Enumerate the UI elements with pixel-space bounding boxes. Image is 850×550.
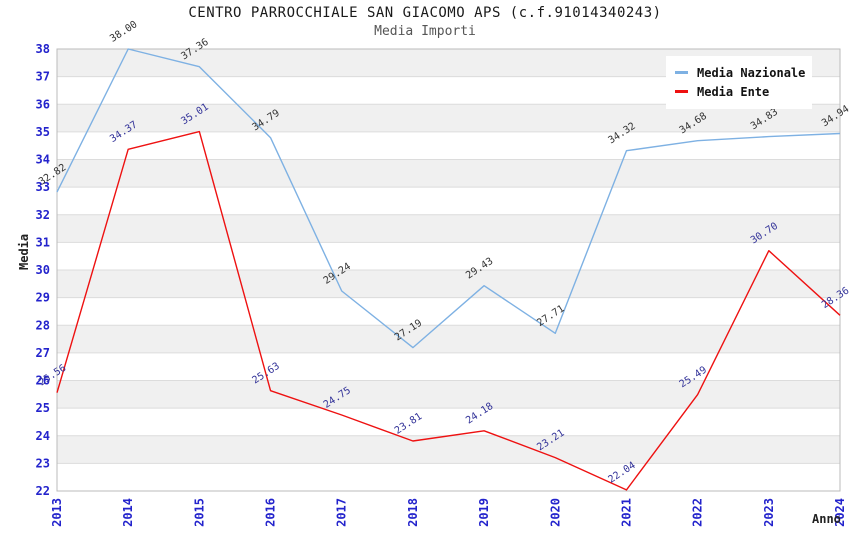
y-tick-label: 31 — [36, 235, 50, 249]
y-axis-title: Media — [17, 233, 31, 270]
media-nazionale-line-swatch — [675, 71, 688, 74]
chart-title: CENTRO PARROCCHIALE SAN GIACOMO APS (c.f… — [188, 5, 662, 21]
y-tick-label: 22 — [36, 484, 50, 498]
y-tick-label: 33 — [36, 180, 50, 194]
series-line-media-ente — [56, 130, 841, 491]
data-label: 38.00 — [108, 19, 139, 45]
x-axis-title: Anno — [812, 512, 841, 526]
y-tick-label: 23 — [36, 456, 50, 470]
legend-item-media-nazionale: Media Nazionale — [675, 63, 812, 82]
plot-border — [56, 48, 841, 492]
x-tick-label: 2014 — [121, 498, 135, 527]
data-label: 23.81 — [393, 411, 424, 437]
y-tick-label: 37 — [36, 70, 50, 84]
x-tick-label: 2015 — [192, 498, 206, 527]
plot-band — [57, 380, 840, 409]
x-tick-label: 2013 — [50, 498, 64, 527]
legend-label-media-ente: Media Ente — [697, 84, 770, 99]
plot-band — [57, 325, 840, 353]
media-ente-line-swatch — [675, 90, 688, 93]
legend: Media Nazionale Media Ente — [666, 56, 812, 109]
x-tick-label: 2018 — [406, 498, 420, 527]
y-tick-label: 34 — [36, 153, 50, 167]
plot-band — [57, 159, 840, 188]
chart-subtitle: Media Importi — [374, 24, 476, 39]
y-tick-label: 27 — [36, 346, 50, 360]
y-tick-label: 24 — [36, 429, 50, 443]
legend-label-media-nazionale: Media Nazionale — [697, 65, 806, 80]
x-tick-label: 2023 — [762, 498, 776, 527]
y-tick-label: 32 — [36, 208, 50, 222]
legend-item-media-ente: Media Ente — [675, 82, 812, 101]
y-tick-label: 36 — [36, 97, 50, 111]
y-tick-label: 38 — [36, 42, 50, 56]
y-tick-label: 35 — [36, 125, 50, 139]
y-tick-label: 30 — [36, 263, 50, 277]
x-tick-label: 2016 — [264, 498, 278, 527]
y-tick-label: 26 — [36, 374, 50, 388]
series-line-media-nazionale — [56, 48, 841, 349]
x-tick-label: 2017 — [335, 498, 349, 527]
y-tick-label: 29 — [36, 291, 50, 305]
x-tick-label: 2022 — [691, 498, 705, 527]
y-tick-label: 28 — [36, 318, 50, 332]
plot-band — [57, 214, 840, 243]
y-tick-label: 25 — [36, 401, 50, 415]
x-tick-label: 2019 — [477, 498, 491, 527]
x-tick-label: 2024 — [833, 498, 847, 527]
x-tick-label: 2021 — [619, 498, 633, 527]
x-tick-label: 2020 — [548, 498, 562, 527]
plot-band — [57, 435, 840, 464]
plot-band — [57, 270, 840, 298]
